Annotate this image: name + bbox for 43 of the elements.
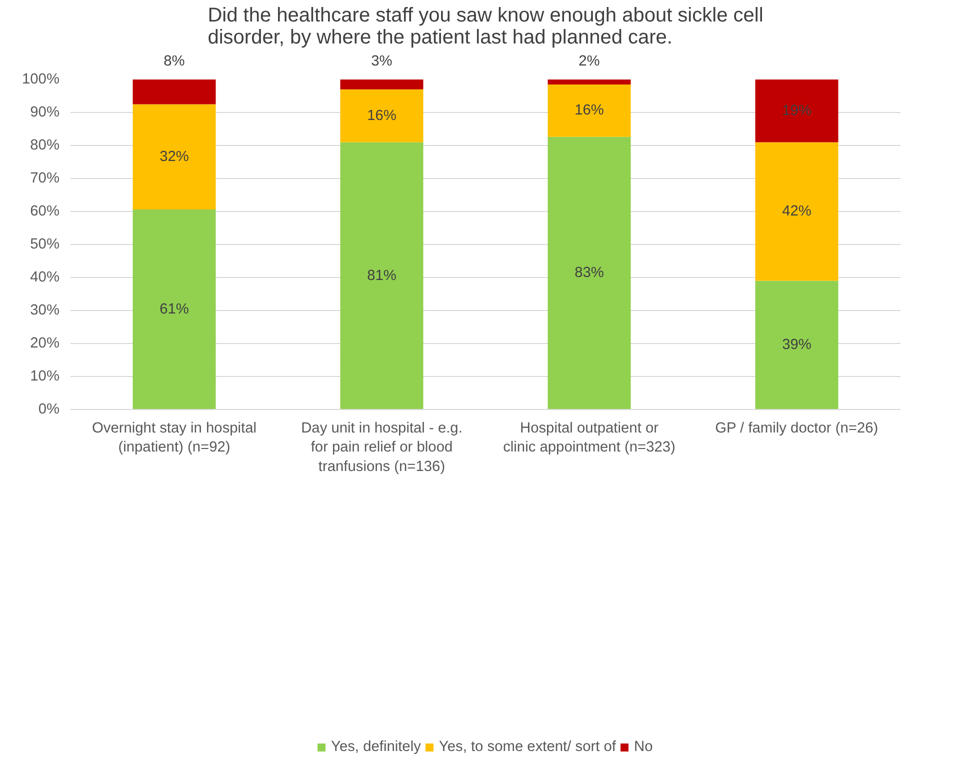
data-label: 19% [782, 102, 812, 119]
data-label: 16% [367, 108, 396, 124]
x-tick-label: Hospital outpatient or clinic appointment (n=323) [503, 420, 676, 456]
x-tick-label: Overnight stay in hospital (inpatient) (n=92) [92, 420, 257, 456]
data-label: 42% [782, 204, 812, 220]
y-tick-label: 20% [30, 336, 60, 352]
legend-label: No [634, 739, 654, 755]
data-label: 2% [578, 54, 600, 70]
bar [132, 104, 216, 210]
bar [132, 210, 216, 410]
bar [755, 80, 838, 142]
y-tick-label: 90% [30, 104, 60, 120]
bar [548, 80, 631, 84]
bar [340, 80, 424, 90]
data-label: 8% [164, 54, 185, 70]
y-tick-label: 70% [30, 170, 60, 186]
data-label: 3% [371, 54, 392, 70]
bar [755, 142, 838, 281]
x-tick-label: Day unit in hospital - e.g. for pain relief or blood tranfusions (n=136) [301, 420, 462, 475]
bar [548, 84, 631, 137]
y-tick-label: 100% [22, 72, 60, 88]
data-label: 32% [160, 148, 189, 165]
y-tick-label: 40% [30, 270, 60, 286]
data-label: 16% [574, 102, 604, 119]
bar [755, 280, 838, 410]
data-label: 39% [782, 337, 812, 354]
data-label: 83% [574, 265, 604, 282]
y-tick-label: 50% [30, 236, 60, 252]
y-tick-label: 10% [30, 368, 60, 384]
legend-label: Yes, definitely [331, 739, 421, 755]
y-tick-label: 30% [30, 302, 60, 318]
x-tick-label: GP / family doctor (n=26) [715, 420, 878, 436]
legend-label: Yes, to some extent/ sort of [438, 739, 616, 755]
bar [548, 136, 631, 410]
y-tick-label: 60% [30, 204, 60, 220]
data-label: 81% [367, 268, 396, 284]
bar [340, 89, 424, 142]
y-tick-label: 0% [38, 402, 60, 418]
chart-title: Did the healthcare staff you saw know enough about sickle cell disorder, by where the patient last had planned care. [208, 4, 764, 48]
bar [132, 80, 216, 104]
data-label: 61% [160, 302, 189, 318]
y-tick-label: 80% [30, 138, 60, 154]
bar [340, 142, 424, 410]
